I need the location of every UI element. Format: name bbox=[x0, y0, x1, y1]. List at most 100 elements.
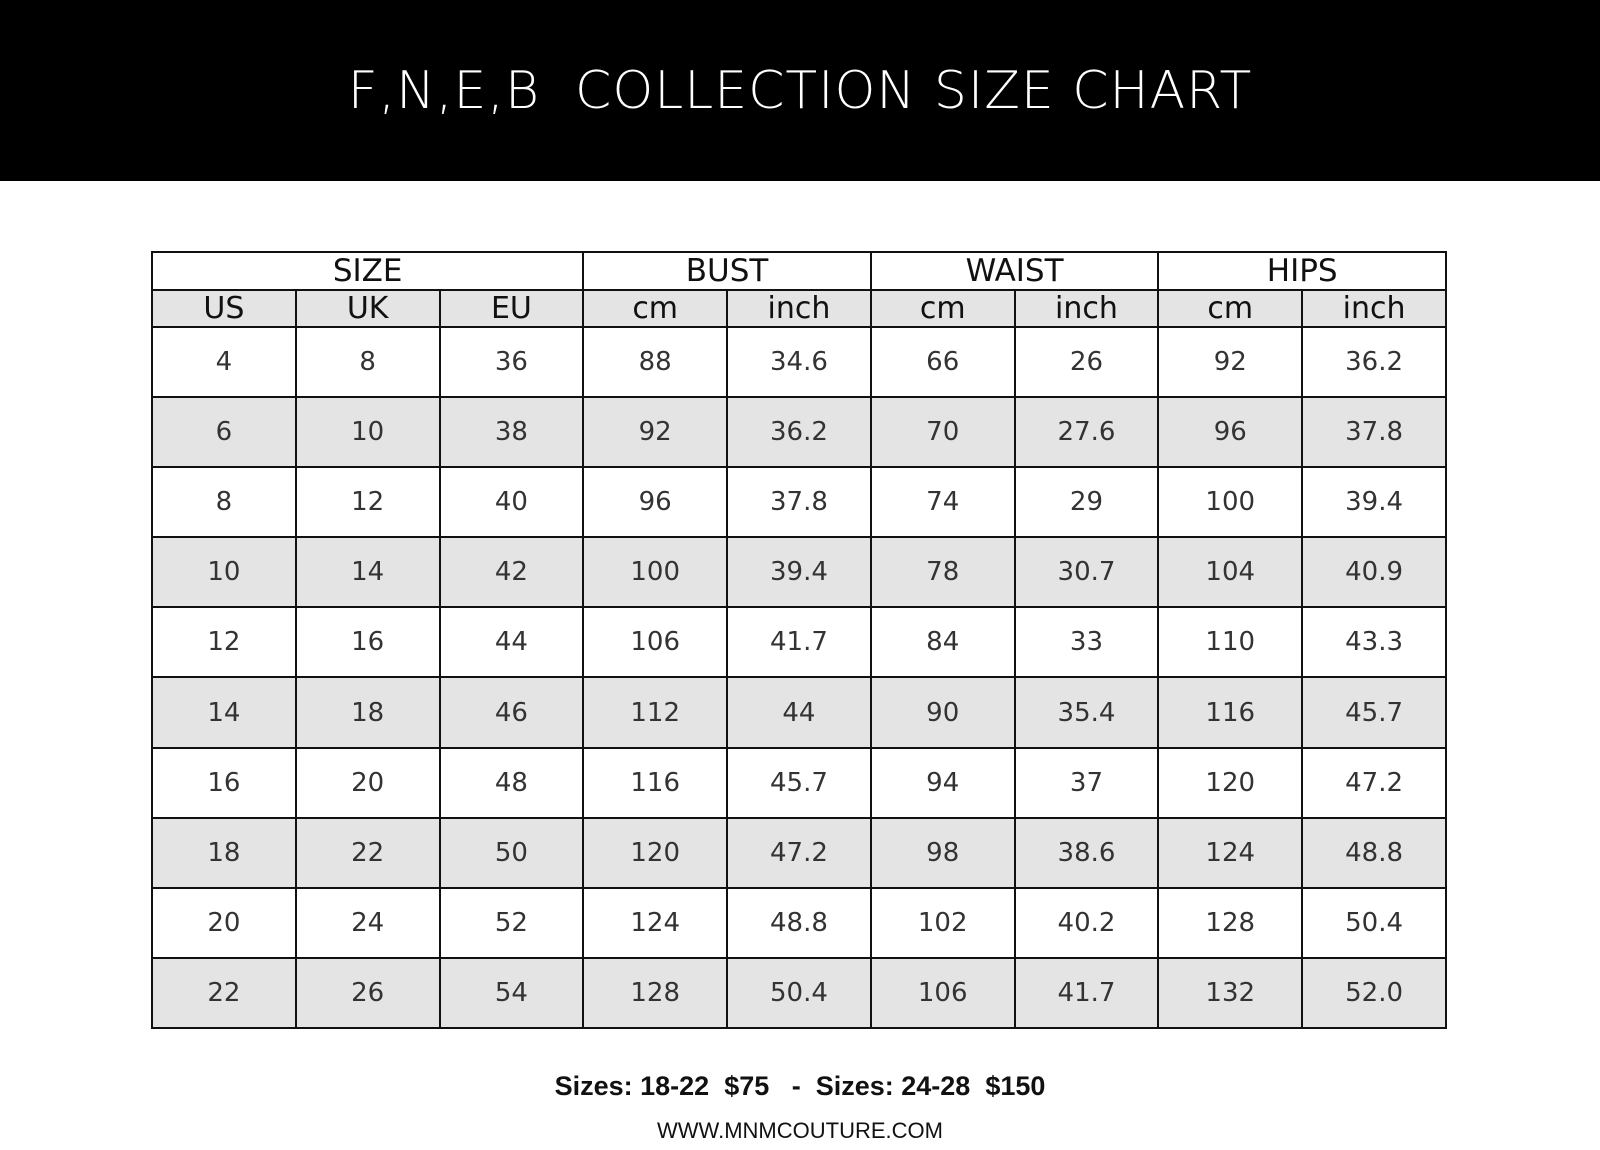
table-cell: 48 bbox=[438, 746, 585, 819]
table-cell: 40 bbox=[438, 466, 585, 539]
table-cell: 128 bbox=[1157, 886, 1304, 959]
sub-header-row: US UK EU cm inch cm inch cm inch bbox=[151, 289, 1447, 328]
table-cell: 30.7 bbox=[1013, 536, 1160, 609]
page-title: F,N,E,B COLLECTION SIZE CHART bbox=[347, 60, 1253, 121]
table-cell: 106 bbox=[582, 606, 729, 679]
header-hips: HIPS bbox=[1157, 251, 1447, 291]
table-cell: 132 bbox=[1157, 956, 1304, 1030]
table-cell: 124 bbox=[582, 886, 729, 959]
table-cell: 20 bbox=[151, 886, 297, 959]
table-cell: 96 bbox=[582, 466, 729, 539]
table-cell: 41.7 bbox=[1013, 956, 1160, 1030]
table-cell: 120 bbox=[582, 816, 729, 889]
pricing-note: Sizes: 18-22 $75 - Sizes: 24-28 $150 bbox=[554, 1071, 1046, 1101]
table-cell: 74 bbox=[869, 466, 1016, 539]
sub-header-cm: cm bbox=[1157, 289, 1304, 328]
sub-header-inch: inch bbox=[726, 289, 872, 328]
sub-header-cm: cm bbox=[869, 289, 1016, 328]
table-cell: 18 bbox=[151, 816, 297, 889]
website-link[interactable]: WWW.MNMCOUTURE.COM bbox=[657, 1118, 943, 1143]
title-banner: F,N,E,B COLLECTION SIZE CHART bbox=[0, 0, 1600, 181]
table-cell: 40.2 bbox=[1013, 886, 1160, 959]
table-cell: 33 bbox=[1013, 606, 1160, 679]
table-cell: 38.6 bbox=[1013, 816, 1160, 889]
table-cell: 47.2 bbox=[726, 816, 872, 889]
table-cell: 52.0 bbox=[1301, 956, 1447, 1030]
table-cell: 34.6 bbox=[726, 325, 872, 399]
table-cell: 20 bbox=[294, 746, 441, 819]
table-cell: 26 bbox=[294, 956, 441, 1030]
table-cell: 94 bbox=[869, 746, 1016, 819]
table-cell: 46 bbox=[438, 676, 585, 749]
table-cell: 50 bbox=[438, 816, 585, 889]
table-row: 16 20 48 116 45.7 94 37 120 47.2 bbox=[151, 746, 1447, 819]
table-cell: 100 bbox=[1157, 466, 1304, 539]
table-cell: 37.8 bbox=[1301, 396, 1447, 469]
table-row: 18 22 50 120 47.2 98 38.6 124 48.8 bbox=[151, 816, 1447, 889]
table-cell: 27.6 bbox=[1013, 396, 1160, 469]
table-row: 14 18 46 112 44 90 35.4 116 45.7 bbox=[151, 676, 1447, 749]
table-cell: 37 bbox=[1013, 746, 1160, 819]
table-cell: 110 bbox=[1157, 606, 1304, 679]
table-cell: 6 bbox=[151, 396, 297, 469]
table-cell: 14 bbox=[151, 676, 297, 749]
table-cell: 100 bbox=[582, 536, 729, 609]
table-cell: 22 bbox=[294, 816, 441, 889]
table-cell: 45.7 bbox=[726, 746, 872, 819]
table-cell: 116 bbox=[1157, 676, 1304, 749]
table-cell: 112 bbox=[582, 676, 729, 749]
table-cell: 41.7 bbox=[726, 606, 872, 679]
group-header-row: SIZE BUST WAIST HIPS bbox=[150, 251, 1447, 291]
table-cell: 90 bbox=[869, 676, 1016, 749]
table-cell: 52 bbox=[438, 886, 585, 959]
table-cell: 16 bbox=[151, 746, 297, 819]
table-cell: 70 bbox=[869, 396, 1016, 469]
table-cell: 10 bbox=[151, 536, 297, 609]
table-cell: 4 bbox=[151, 325, 297, 399]
table-cell: 92 bbox=[1157, 325, 1304, 399]
table-cell: 36.2 bbox=[1301, 325, 1447, 399]
table-cell: 50.4 bbox=[726, 956, 872, 1030]
table-cell: 54 bbox=[438, 956, 585, 1030]
table-cell: 50.4 bbox=[1301, 886, 1447, 959]
table-cell: 48.8 bbox=[1301, 816, 1447, 889]
sub-header-uk: UK bbox=[294, 289, 441, 328]
table-cell: 48.8 bbox=[726, 886, 872, 959]
table-cell: 44 bbox=[438, 606, 585, 679]
table-cell: 14 bbox=[294, 536, 441, 609]
table-cell: 22 bbox=[151, 956, 297, 1030]
table-cell: 98 bbox=[869, 816, 1016, 889]
table-cell: 92 bbox=[582, 396, 729, 469]
table-cell: 106 bbox=[869, 956, 1016, 1030]
table-cell: 26 bbox=[1013, 325, 1160, 399]
table-row: 22 26 54 128 50.4 106 41.7 132 52.0 bbox=[151, 956, 1447, 1030]
table-cell: 12 bbox=[294, 466, 441, 539]
table-row: 12 16 44 106 41.7 84 33 110 43.3 bbox=[151, 606, 1447, 679]
table-row: 10 14 42 100 39.4 78 30.7 104 40.9 bbox=[151, 536, 1447, 609]
table-cell: 10 bbox=[294, 396, 441, 469]
table-cell: 29 bbox=[1013, 466, 1160, 539]
table-cell: 8 bbox=[151, 466, 297, 539]
table-cell: 104 bbox=[1157, 536, 1304, 609]
table-cell: 12 bbox=[151, 606, 297, 679]
table-cell: 8 bbox=[294, 325, 441, 399]
header-size: SIZE bbox=[150, 251, 585, 291]
table-row: 20 24 52 124 48.8 102 40.2 128 50.4 bbox=[151, 886, 1447, 959]
table-cell: 36.2 bbox=[726, 396, 872, 469]
table-cell: 35.4 bbox=[1013, 676, 1160, 749]
table-cell: 39.4 bbox=[726, 536, 872, 609]
table-row: 6 10 38 92 36.2 70 27.6 96 37.8 bbox=[151, 396, 1447, 469]
table-cell: 45.7 bbox=[1301, 676, 1447, 749]
table-cell: 66 bbox=[869, 325, 1016, 399]
table-cell: 39.4 bbox=[1301, 466, 1447, 539]
table-cell: 47.2 bbox=[1301, 746, 1447, 819]
header-bust: BUST bbox=[582, 251, 872, 291]
table-cell: 40.9 bbox=[1301, 536, 1447, 609]
table-cell: 124 bbox=[1157, 816, 1304, 889]
table-body: 4 8 36 88 34.6 66 26 92 36.2 6 10 38 92 36.2 70 27.6 96 3… bbox=[151, 325, 1447, 1030]
table-cell: 43.3 bbox=[1301, 606, 1447, 679]
sub-header-inch: inch bbox=[1013, 289, 1160, 328]
table-cell: 120 bbox=[1157, 746, 1304, 819]
table-cell: 128 bbox=[582, 956, 729, 1030]
table-cell: 78 bbox=[869, 536, 1016, 609]
